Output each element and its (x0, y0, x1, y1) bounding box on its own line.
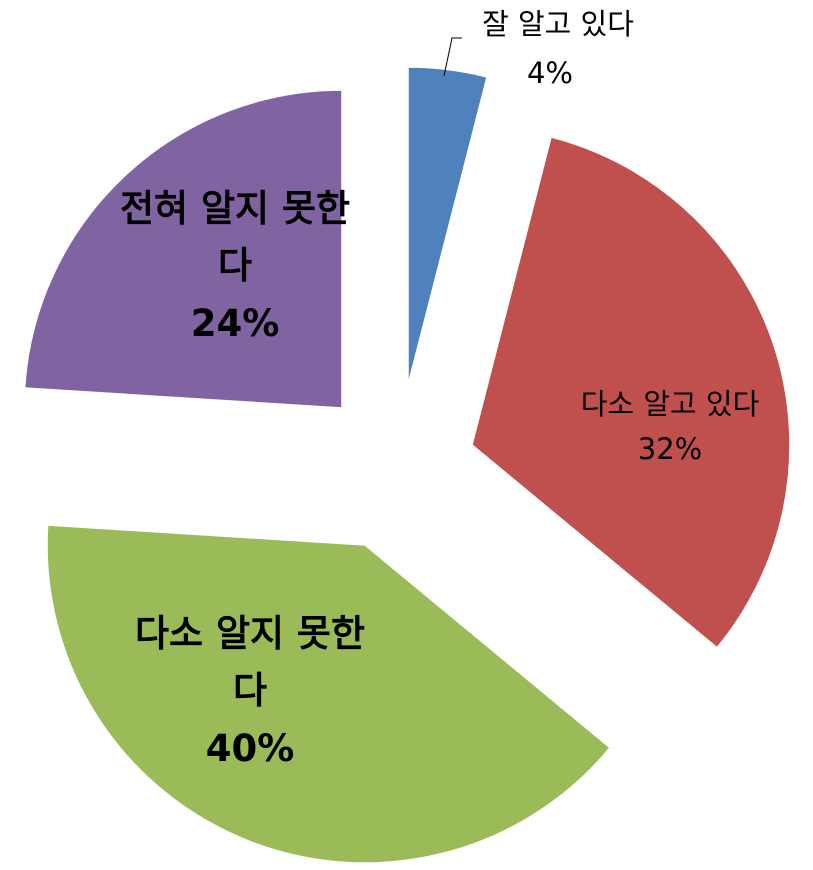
slice-label: 다소 알고 있다 32% (545, 382, 795, 472)
value-label: 32% (637, 431, 703, 466)
value-label: 24% (190, 301, 280, 345)
leader-line (443, 37, 462, 77)
pie-slice (46, 524, 612, 864)
pie-slice (23, 89, 343, 409)
category-label: 다소 알지 못한다 (134, 612, 365, 713)
category-label: 잘 알고 있다 (482, 7, 634, 41)
value-label: 40% (205, 726, 295, 770)
slice-label: 잘 알고 있다 4% (440, 2, 660, 96)
pie-slice (407, 66, 488, 386)
slice-label: 전혀 알지 못한다 24% (120, 180, 350, 352)
pie-slice (471, 136, 791, 649)
slice-label: 다소 알지 못한다 40% (130, 605, 370, 777)
category-label: 다소 알고 있다 (580, 387, 760, 421)
category-label: 전혀 알지 못한다 (120, 187, 351, 288)
value-label: 4% (526, 55, 573, 90)
